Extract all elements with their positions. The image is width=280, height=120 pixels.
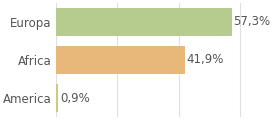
Bar — [56, 84, 59, 112]
Text: 0,9%: 0,9% — [60, 92, 90, 105]
Bar — [56, 46, 185, 74]
Text: 57,3%: 57,3% — [234, 15, 271, 28]
Text: 41,9%: 41,9% — [186, 54, 223, 66]
Bar — [56, 8, 232, 36]
